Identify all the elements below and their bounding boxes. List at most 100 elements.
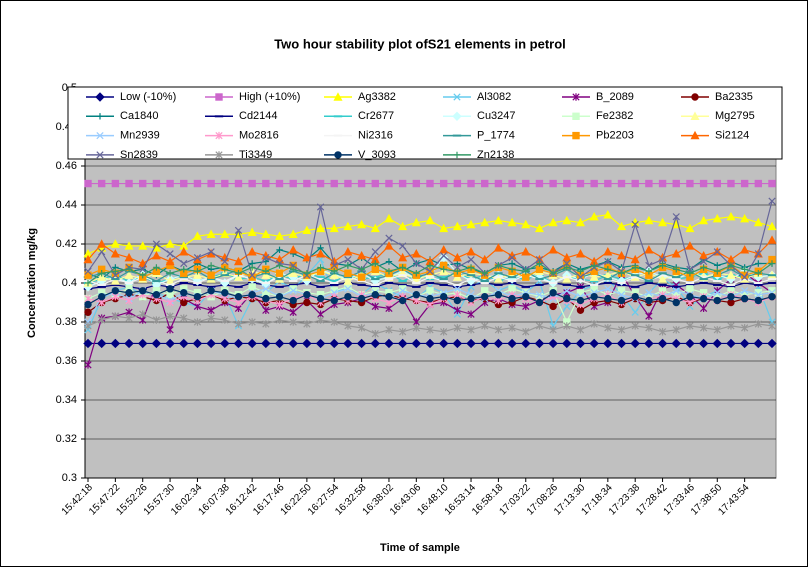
marker	[411, 338, 422, 349]
marker	[275, 300, 284, 309]
marker	[207, 271, 215, 279]
marker	[575, 338, 586, 349]
legend-label: Cu3247	[477, 110, 516, 122]
marker	[439, 179, 448, 188]
marker	[549, 179, 557, 188]
marker	[508, 324, 516, 332]
x-axis-title: Time of sample	[380, 542, 460, 554]
marker	[440, 328, 448, 336]
legend-label: Al3082	[477, 91, 511, 103]
marker	[438, 252, 449, 263]
marker	[768, 260, 776, 267]
marker	[111, 179, 120, 188]
marker	[699, 250, 709, 260]
marker	[97, 239, 107, 248]
marker	[316, 294, 325, 303]
marker	[686, 322, 694, 330]
marker	[180, 289, 188, 297]
marker	[98, 316, 106, 324]
marker	[685, 223, 695, 233]
marker	[302, 225, 312, 235]
marker	[165, 256, 175, 266]
marker	[372, 260, 379, 267]
marker	[221, 289, 229, 297]
marker	[753, 338, 764, 349]
marker	[453, 285, 461, 293]
marker	[151, 338, 162, 349]
marker	[672, 287, 680, 295]
marker	[215, 93, 223, 101]
marker	[726, 270, 736, 279]
marker	[111, 312, 119, 320]
marker	[577, 268, 584, 275]
marker	[657, 338, 668, 349]
marker	[741, 324, 749, 332]
marker	[631, 308, 639, 316]
series	[84, 179, 776, 188]
marker	[618, 270, 625, 277]
marker	[755, 270, 762, 277]
marker	[604, 285, 612, 293]
marker	[385, 179, 393, 188]
marker	[522, 292, 530, 301]
marker	[138, 241, 148, 250]
marker	[466, 219, 476, 229]
marker	[438, 338, 449, 349]
y-tick-label: 0.36	[56, 355, 77, 367]
marker	[180, 266, 187, 273]
marker	[358, 266, 365, 273]
marker	[180, 259, 188, 268]
marker	[467, 326, 475, 334]
marker	[481, 179, 489, 188]
marker	[357, 324, 366, 332]
y-tick-label: 0.3	[62, 472, 77, 484]
marker	[288, 245, 298, 254]
marker	[398, 296, 407, 305]
marker	[549, 289, 557, 297]
marker	[572, 93, 580, 101]
legend-label: High (+10%)	[239, 91, 300, 103]
marker	[589, 338, 599, 349]
y-tick-label: 0.44	[56, 199, 77, 211]
marker	[562, 252, 572, 262]
marker	[631, 292, 639, 301]
marker	[151, 250, 161, 260]
marker	[754, 320, 762, 328]
legend-label: P_1774	[477, 130, 515, 142]
marker	[590, 262, 598, 269]
series	[83, 338, 777, 349]
marker	[686, 270, 694, 277]
marker	[645, 261, 653, 270]
marker	[590, 179, 598, 188]
marker	[575, 217, 586, 227]
marker	[604, 179, 612, 188]
marker	[481, 322, 489, 330]
marker	[767, 338, 777, 349]
marker	[452, 252, 462, 262]
marker	[534, 338, 545, 349]
marker	[275, 292, 284, 301]
marker	[439, 292, 448, 301]
marker	[672, 298, 680, 307]
marker	[645, 312, 653, 320]
marker	[508, 254, 516, 262]
marker	[522, 179, 530, 188]
marker	[521, 338, 531, 349]
marker	[398, 285, 407, 293]
marker	[289, 285, 297, 293]
marker	[741, 287, 749, 295]
legend-label: Cr2677	[358, 110, 394, 122]
marker	[700, 264, 707, 271]
legend-label: Ni2316	[358, 130, 393, 142]
marker	[262, 285, 270, 293]
marker	[97, 179, 106, 188]
marker	[274, 231, 285, 240]
marker	[522, 268, 529, 275]
marker	[425, 215, 435, 225]
marker	[262, 294, 270, 303]
marker	[426, 294, 434, 303]
marker	[467, 255, 475, 264]
marker	[207, 314, 215, 322]
marker	[166, 270, 174, 277]
marker	[563, 294, 571, 303]
